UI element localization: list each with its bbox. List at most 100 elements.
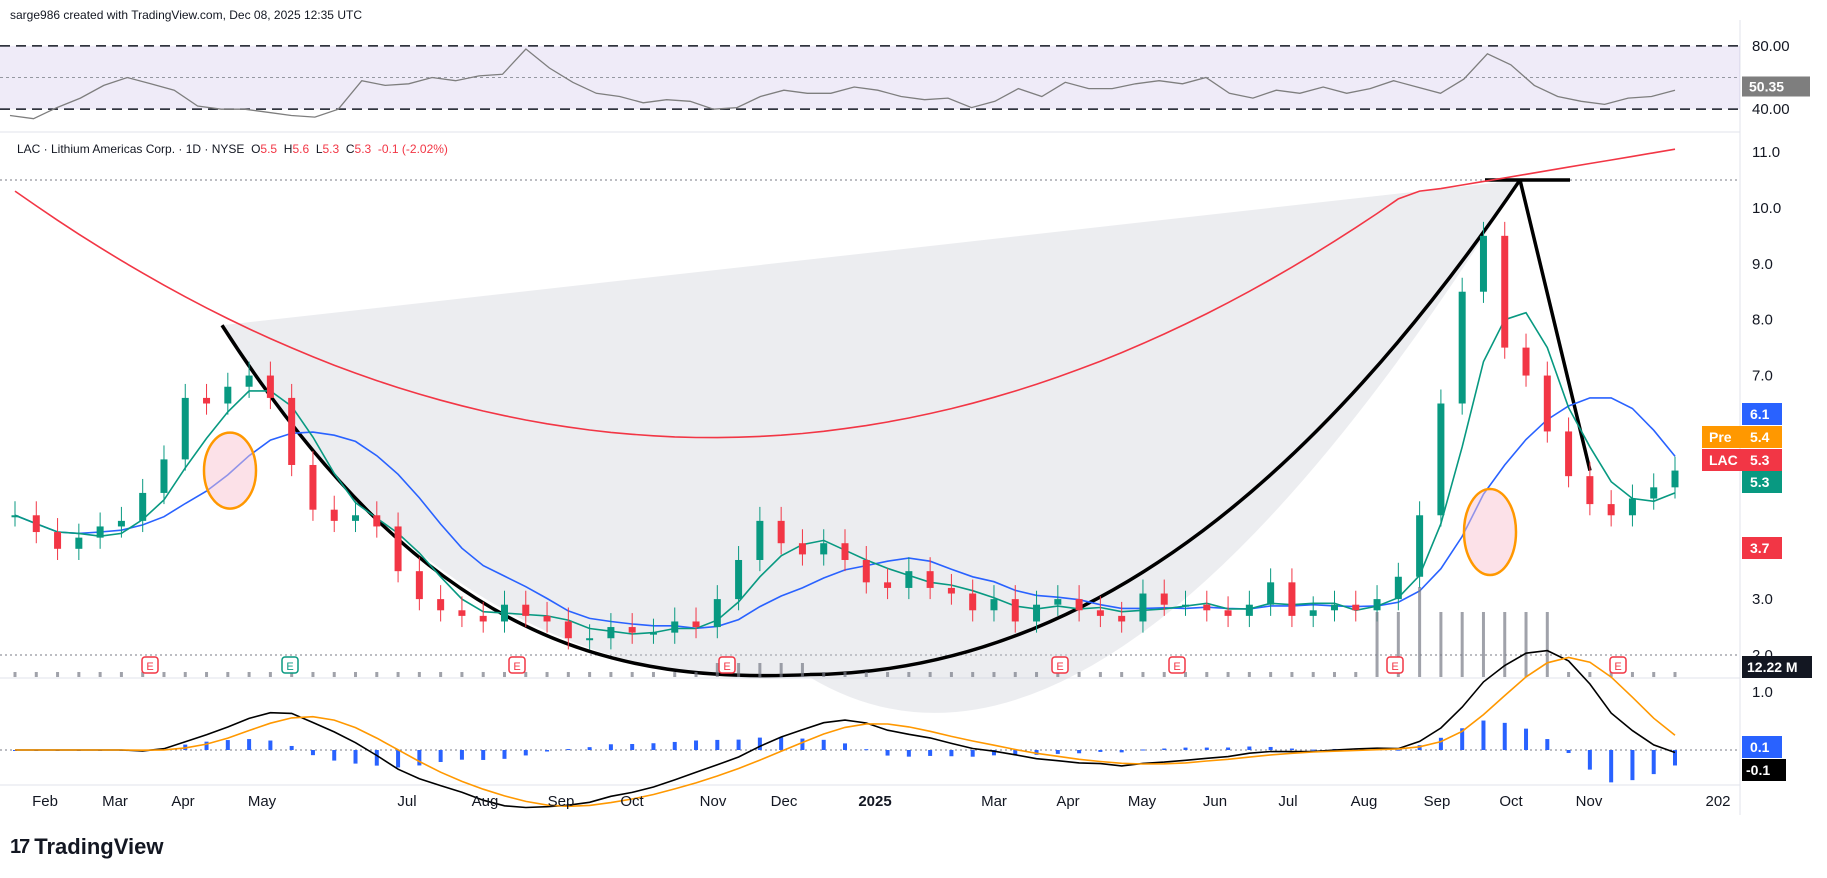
volume-bar — [737, 663, 741, 677]
macd-histogram-bar — [310, 750, 315, 756]
earnings-marker-box — [1609, 656, 1627, 674]
candle-body — [1479, 235, 1487, 292]
price-tag-label: Pre — [1709, 429, 1732, 445]
volume-bar — [1162, 672, 1166, 677]
candle-body — [54, 532, 62, 549]
volume-bar — [1588, 672, 1592, 677]
volume-bar — [928, 672, 932, 677]
macd-histogram-bar — [1651, 750, 1656, 775]
candle-body — [117, 520, 125, 527]
high-value: 5.6 — [292, 142, 310, 156]
candle-body — [11, 515, 19, 518]
symbol-legend[interactable]: LAC · Lithium Americas Corp. · 1D · NYSE… — [17, 142, 448, 156]
candle-body — [1352, 604, 1360, 611]
candle-body — [1118, 615, 1126, 622]
price-tag-value: 3.7 — [1750, 540, 1770, 556]
rsi-last-tag-label: 50.35 — [1749, 79, 1784, 95]
high-label: H — [283, 142, 293, 156]
time-axis-label: Aug — [1351, 793, 1378, 810]
candle-body — [1160, 593, 1168, 605]
volume-bar — [1524, 612, 1528, 677]
candle-body — [564, 621, 572, 639]
rsi-last-tag-box — [1742, 76, 1810, 97]
candle-body — [926, 571, 934, 588]
macd-histogram-bar — [566, 749, 571, 751]
price-tag: 3.7 — [1742, 537, 1782, 559]
candle-body — [1607, 504, 1615, 516]
candle-body — [1671, 470, 1679, 488]
macd-histogram-bar — [289, 745, 294, 750]
price-tag-value: 5.3 — [1750, 452, 1770, 468]
candle-body — [245, 375, 253, 387]
volume-bar — [247, 672, 251, 677]
price-tag: 6.1 — [1742, 403, 1782, 425]
time-axis-label: Sep — [548, 793, 575, 810]
open-label: O — [251, 142, 261, 156]
handle-line — [1518, 179, 1592, 471]
volume-bar — [290, 672, 294, 677]
macd-histogram-bar — [1119, 750, 1124, 753]
earnings-marker-label: E — [513, 661, 520, 673]
volume-bar — [1630, 672, 1634, 677]
candle-body — [1650, 487, 1658, 499]
volume-bar — [694, 672, 698, 677]
macd-histogram-bar — [1098, 750, 1103, 752]
volume-bar — [992, 672, 996, 677]
close-label: C — [345, 142, 355, 156]
macd-histogram-bar — [332, 750, 337, 761]
earnings-marker: E — [1168, 656, 1186, 674]
volume-bar — [1418, 587, 1422, 677]
candle-body — [905, 571, 913, 588]
price-tag-value: 5.3 — [1750, 474, 1770, 490]
macd-histogram-bar — [1140, 749, 1145, 751]
tradingview-brand[interactable]: 17 TradingView — [10, 834, 163, 860]
macd-histogram-bar — [417, 750, 422, 766]
macd-histogram-bar — [374, 750, 379, 766]
macd-histogram-bar — [1438, 737, 1443, 750]
macd-histogram-bar — [694, 740, 699, 750]
candle-body — [756, 520, 764, 560]
time-axis-label: Nov — [700, 793, 727, 810]
volume-bar — [1013, 672, 1017, 677]
macd-histogram-bar — [1077, 750, 1082, 754]
macd-histogram-bar — [1524, 728, 1529, 750]
earnings-marker-box — [1386, 656, 1404, 674]
volume-bar — [1098, 672, 1102, 677]
macd-histogram-bar — [1673, 750, 1677, 766]
volume-bar — [1035, 672, 1039, 677]
price-tag: LAC 5.3 — [1702, 449, 1782, 471]
candle-body — [1628, 498, 1636, 516]
volume-bar — [1332, 672, 1336, 677]
macd-histogram-bar — [800, 738, 805, 750]
price-tick-label: 8.0 — [1752, 312, 1773, 329]
macd-histogram-bar — [1268, 746, 1273, 750]
volume-bar — [843, 672, 847, 677]
price-tag-box — [1742, 537, 1782, 559]
candle-body — [713, 599, 721, 628]
volume-bar — [1311, 672, 1315, 677]
macd-histogram-bar — [885, 750, 890, 756]
volume-bar — [630, 672, 634, 677]
macd-histogram-bar — [630, 744, 635, 750]
macd-histogram-bar — [268, 740, 273, 750]
macd-histogram-bar — [481, 750, 486, 760]
time-axis-label: Jul — [1278, 793, 1297, 810]
candle-body — [692, 621, 700, 628]
macd-histogram-bar — [970, 750, 975, 757]
candle-body — [1543, 375, 1551, 432]
candle-body — [1416, 515, 1424, 577]
macd-histogram-bar — [502, 750, 507, 759]
candle-body — [671, 621, 679, 633]
volume-bar — [1056, 672, 1060, 677]
volume-bar — [715, 663, 719, 677]
earnings-marker-box — [141, 656, 159, 674]
candle-body — [1394, 576, 1402, 600]
volume-bar — [1481, 612, 1485, 677]
rsi-last-tag: 50.35 — [1742, 76, 1810, 97]
macd-histogram-bar — [1226, 747, 1231, 750]
macd-histogram-bar — [1162, 748, 1167, 750]
volume-bar — [205, 672, 209, 677]
candle-body — [862, 559, 870, 583]
earnings-marker-label: E — [1173, 661, 1180, 673]
